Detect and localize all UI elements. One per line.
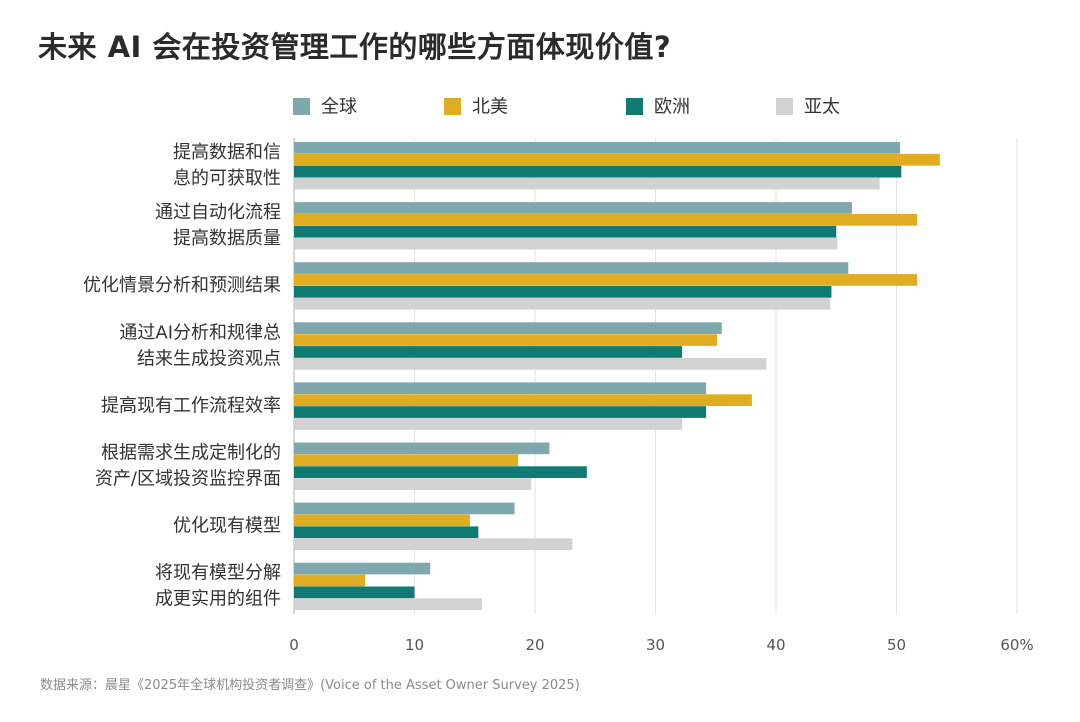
- bar-北美: [294, 514, 470, 527]
- bar-亚太: [294, 297, 831, 310]
- x-axis: 0 10 20 30 40 50 60%: [289, 636, 1033, 654]
- legend-swatch: [626, 98, 643, 115]
- legend-label: 亚太: [804, 97, 840, 118]
- legend-label: 全球: [321, 97, 357, 118]
- bar-全球: [294, 262, 849, 274]
- bar-全球: [294, 562, 431, 575]
- bar-亚太: [294, 598, 482, 611]
- bar-欧洲: [294, 466, 587, 478]
- x-tick-label: 10: [405, 636, 424, 654]
- bar-全球: [294, 142, 901, 154]
- bar-全球: [294, 382, 707, 395]
- legend-swatch: [444, 98, 461, 115]
- bar-亚太: [294, 237, 838, 250]
- legend-item: 全球: [293, 97, 357, 118]
- category-label: 通过自动化流程: [155, 202, 281, 223]
- source-note: 数据来源：晨星《2025年全球机构投资者调查》(Voice of the Ass…: [40, 678, 580, 693]
- category-label: 提高现有工作流程效率: [101, 395, 281, 416]
- category-labels: 提高数据和信息的可获取性通过自动化流程提高数据质量优化情景分析和预测结果通过AI…: [83, 142, 281, 610]
- legend-swatch: [776, 98, 793, 115]
- category-label: 通过AI分析和规律总: [119, 322, 281, 343]
- bar-北美: [294, 274, 917, 286]
- bar-全球: [294, 322, 722, 334]
- category-label: 提高数据质量: [173, 228, 281, 249]
- legend-swatch: [293, 98, 310, 115]
- bar-欧洲: [294, 225, 837, 238]
- legend-item: 欧洲: [626, 97, 690, 118]
- legend-label: 北美: [472, 97, 508, 118]
- legend-item: 北美: [444, 97, 508, 118]
- bar-北美: [294, 214, 917, 226]
- category-label: 优化现有模型: [173, 516, 281, 537]
- category-label: 息的可获取性: [173, 168, 281, 189]
- category-label: 提高数据和信: [173, 142, 281, 163]
- bar-北美: [294, 394, 752, 406]
- chart-title: 未来 AI 会在投资管理工作的哪些方面体现价值?: [38, 30, 672, 64]
- bar-北美: [294, 153, 940, 166]
- bar-全球: [294, 202, 852, 214]
- category-label: 结来生成投资观点: [137, 348, 281, 369]
- bar-亚太: [294, 177, 880, 190]
- category-label: 根据需求生成定制化的: [101, 443, 281, 464]
- bar-北美: [294, 454, 519, 467]
- category-label: 成更实用的组件: [155, 589, 281, 610]
- legend-label: 欧洲: [654, 97, 690, 118]
- bar-欧洲: [294, 406, 707, 418]
- x-tick-label: 50: [887, 636, 906, 654]
- category-label: 将现有模型分解: [155, 563, 281, 584]
- x-tick-label: 40: [766, 636, 785, 654]
- x-tick-label: 20: [525, 636, 544, 654]
- bar-北美: [294, 334, 717, 346]
- bar-欧洲: [294, 286, 832, 298]
- bar-欧洲: [294, 165, 902, 178]
- bar-欧洲: [294, 586, 415, 599]
- bar-亚太: [294, 418, 683, 430]
- bar-全球: [294, 442, 550, 455]
- category-label: 优化情景分析和预测结果: [83, 275, 281, 296]
- bar-亚太: [294, 538, 573, 550]
- x-tick-label: 30: [646, 636, 665, 654]
- bar-北美: [294, 574, 366, 587]
- x-tick-label: 0: [289, 636, 299, 654]
- bar-全球: [294, 502, 515, 515]
- bar-亚太: [294, 358, 767, 370]
- bar-欧洲: [294, 526, 479, 539]
- bar-亚太: [294, 478, 532, 490]
- legend-item: 亚太: [776, 97, 840, 118]
- bars: [294, 142, 940, 611]
- bar-欧洲: [294, 346, 683, 358]
- category-label: 资产/区域投资监控界面: [95, 469, 281, 490]
- x-tick-label: 60%: [1000, 636, 1033, 654]
- legend: 全球 北美 欧洲 亚太: [293, 97, 840, 118]
